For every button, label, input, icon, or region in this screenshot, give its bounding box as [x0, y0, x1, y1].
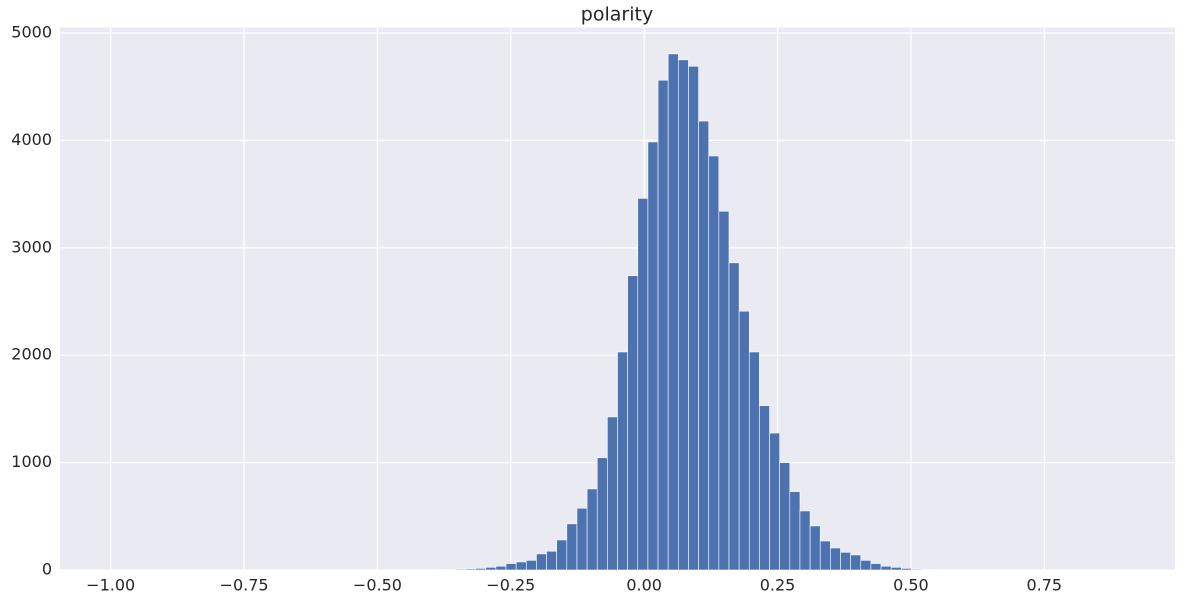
bar — [495, 565, 507, 571]
chart-title: polarity — [581, 4, 653, 26]
bar — [738, 310, 750, 571]
x-tick-label: −1.00 — [86, 576, 135, 595]
bar — [830, 547, 841, 571]
bar — [799, 510, 811, 571]
bar — [779, 462, 791, 571]
y-tick-label: 1000 — [11, 452, 52, 471]
bar — [536, 553, 547, 571]
bar — [840, 551, 851, 571]
bar — [475, 568, 487, 571]
bar — [455, 568, 466, 571]
bar — [647, 141, 659, 571]
bar — [748, 351, 760, 571]
bar — [870, 563, 882, 571]
bar — [627, 275, 639, 571]
bar — [505, 563, 517, 571]
x-tick-label: 0.75 — [1026, 576, 1062, 595]
bar — [576, 507, 588, 571]
bar — [809, 525, 821, 571]
bar — [698, 120, 710, 571]
bar — [596, 457, 608, 571]
bar — [880, 565, 892, 571]
x-tick-label: 0.25 — [760, 576, 796, 595]
bar — [485, 567, 497, 571]
bar — [525, 560, 537, 571]
y-tick-label: 5000 — [11, 22, 52, 41]
y-tick-label: 3000 — [11, 237, 52, 256]
bar — [556, 539, 568, 571]
bar — [465, 568, 476, 571]
x-tick-label: 0.50 — [893, 576, 929, 595]
bar — [708, 155, 720, 571]
bar — [728, 262, 740, 571]
bar — [901, 568, 912, 571]
bar — [688, 65, 699, 571]
bar — [911, 568, 922, 571]
bar — [769, 432, 780, 571]
y-tick-label: 4000 — [11, 130, 52, 149]
x-tick-label: −0.25 — [486, 576, 535, 595]
bar — [667, 53, 679, 571]
bar — [789, 491, 801, 571]
bar — [566, 523, 578, 571]
bar — [890, 567, 902, 571]
y-tick-label: 0 — [42, 560, 52, 579]
bar — [850, 554, 862, 571]
bar — [617, 351, 628, 571]
x-tick-label: −0.75 — [220, 576, 269, 595]
bar — [515, 561, 527, 571]
bar — [759, 405, 770, 571]
bar — [637, 198, 649, 571]
bar — [657, 79, 669, 571]
bar — [546, 550, 557, 571]
bar — [819, 540, 831, 571]
bar — [678, 59, 689, 571]
x-tick-label: −0.50 — [353, 576, 402, 595]
bar — [444, 569, 456, 571]
bar — [860, 560, 872, 571]
bar — [586, 488, 598, 571]
bar — [718, 210, 730, 571]
bar — [607, 416, 618, 571]
y-tick-label: 2000 — [11, 345, 52, 364]
bar — [921, 569, 933, 571]
x-tick-label: 0.00 — [626, 576, 662, 595]
